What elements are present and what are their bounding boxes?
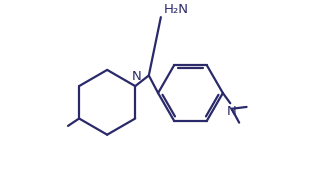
Text: N: N [131,70,141,83]
Text: N: N [227,105,237,118]
Text: H₂N: H₂N [164,3,189,16]
